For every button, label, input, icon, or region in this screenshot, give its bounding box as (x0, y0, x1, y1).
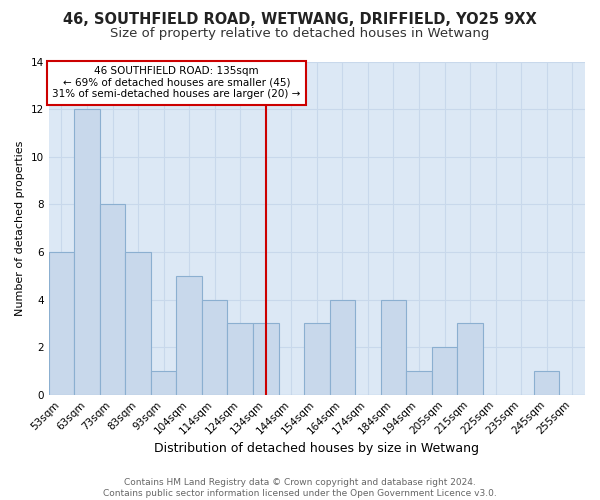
Text: 46 SOUTHFIELD ROAD: 135sqm
← 69% of detached houses are smaller (45)
31% of semi: 46 SOUTHFIELD ROAD: 135sqm ← 69% of deta… (52, 66, 301, 100)
Bar (329, 300, 355, 394)
Bar (100, 204, 125, 394)
Bar (253, 324, 278, 394)
Bar (125, 252, 151, 394)
Text: Contains HM Land Registry data © Crown copyright and database right 2024.
Contai: Contains HM Land Registry data © Crown c… (103, 478, 497, 498)
Text: 46, SOUTHFIELD ROAD, WETWANG, DRIFFIELD, YO25 9XX: 46, SOUTHFIELD ROAD, WETWANG, DRIFFIELD,… (63, 12, 537, 28)
Bar (380, 300, 406, 394)
Bar (432, 347, 457, 395)
Bar (176, 276, 202, 394)
X-axis label: Distribution of detached houses by size in Wetwang: Distribution of detached houses by size … (154, 442, 479, 455)
Bar (457, 324, 483, 394)
Bar (49, 252, 74, 394)
Bar (406, 371, 432, 394)
Bar (151, 371, 176, 394)
Y-axis label: Number of detached properties: Number of detached properties (15, 140, 25, 316)
Bar (202, 300, 227, 394)
Bar (304, 324, 329, 394)
Text: Size of property relative to detached houses in Wetwang: Size of property relative to detached ho… (110, 28, 490, 40)
Bar (534, 371, 559, 394)
Bar (74, 109, 100, 395)
Bar (227, 324, 253, 394)
